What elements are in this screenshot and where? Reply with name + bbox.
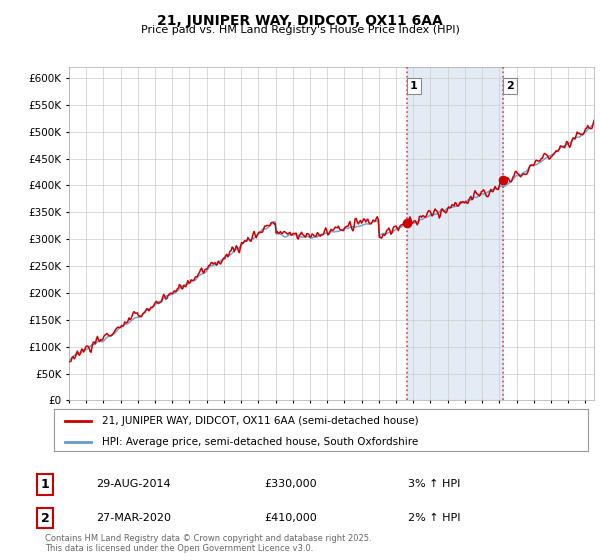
Text: HPI: Average price, semi-detached house, South Oxfordshire: HPI: Average price, semi-detached house,… — [102, 437, 418, 446]
Text: 29-AUG-2014: 29-AUG-2014 — [96, 479, 170, 489]
Text: 1: 1 — [410, 81, 418, 91]
Text: 21, JUNIPER WAY, DIDCOT, OX11 6AA (semi-detached house): 21, JUNIPER WAY, DIDCOT, OX11 6AA (semi-… — [102, 416, 419, 426]
Text: £410,000: £410,000 — [264, 513, 317, 523]
Text: Contains HM Land Registry data © Crown copyright and database right 2025.
This d: Contains HM Land Registry data © Crown c… — [45, 534, 371, 553]
Text: £330,000: £330,000 — [264, 479, 317, 489]
Text: 1: 1 — [41, 478, 49, 491]
Text: 21, JUNIPER WAY, DIDCOT, OX11 6AA: 21, JUNIPER WAY, DIDCOT, OX11 6AA — [157, 14, 443, 28]
Text: 2% ↑ HPI: 2% ↑ HPI — [408, 513, 461, 523]
Text: 27-MAR-2020: 27-MAR-2020 — [96, 513, 171, 523]
Bar — [407, 67, 503, 400]
Text: 3% ↑ HPI: 3% ↑ HPI — [408, 479, 460, 489]
Text: Price paid vs. HM Land Registry's House Price Index (HPI): Price paid vs. HM Land Registry's House … — [140, 25, 460, 35]
Text: 2: 2 — [506, 81, 514, 91]
Text: 2: 2 — [41, 511, 49, 525]
